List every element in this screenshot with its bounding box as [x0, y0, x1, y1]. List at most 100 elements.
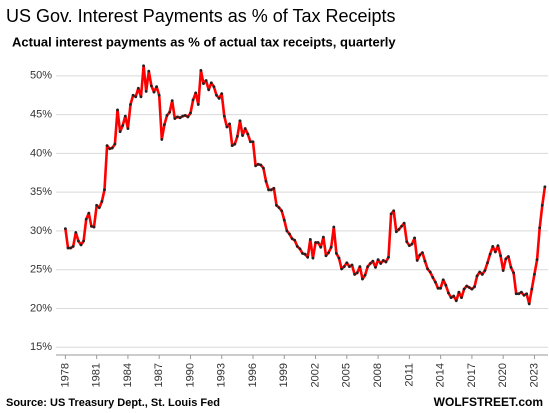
data-point [220, 92, 224, 96]
data-point [358, 265, 362, 268]
data-point [116, 108, 119, 112]
data-point [525, 292, 529, 296]
data-point [441, 278, 445, 282]
data-point [129, 103, 132, 106]
data-point [462, 287, 466, 291]
data-point [467, 286, 471, 289]
data-point [152, 90, 156, 94]
data-point [316, 241, 320, 244]
data-point [311, 256, 315, 260]
data-point [69, 246, 72, 250]
data-point [394, 230, 398, 234]
data-point [123, 114, 127, 118]
data-point [501, 269, 505, 272]
data-point [538, 226, 542, 230]
data-point [241, 134, 244, 137]
data-point [74, 231, 78, 234]
data-point [376, 258, 380, 262]
data-point [225, 125, 229, 129]
data-point [303, 252, 307, 256]
data-point [95, 203, 99, 207]
data-point [327, 251, 330, 255]
data-point [269, 188, 273, 192]
data-point [457, 290, 461, 294]
data-point [348, 265, 351, 268]
data-point [452, 294, 456, 298]
data-point [136, 86, 140, 90]
data-point [139, 95, 143, 99]
data-point [345, 261, 349, 265]
x-tick-label: 2017 [466, 363, 478, 387]
data-point [420, 251, 424, 255]
data-point [384, 260, 388, 264]
data-point [108, 147, 112, 151]
data-point [314, 241, 317, 244]
data-point [431, 276, 435, 279]
data-point [209, 81, 213, 85]
data-point [478, 270, 482, 274]
data-point [147, 69, 151, 73]
data-point [332, 225, 336, 229]
x-tick-label: 2020 [497, 363, 509, 387]
data-point [418, 253, 422, 257]
data-point [163, 123, 166, 127]
data-point [363, 273, 367, 277]
data-point [400, 224, 403, 228]
x-tick-label: 1999 [278, 363, 290, 387]
data-point [92, 225, 96, 229]
y-tick-label: 30% [30, 225, 52, 237]
data-point [230, 144, 234, 148]
data-point [254, 164, 258, 168]
data-point [527, 302, 531, 306]
data-point [288, 232, 291, 236]
data-point [530, 287, 534, 291]
x-tick-label: 1981 [91, 363, 103, 387]
data-point [475, 274, 479, 278]
data-point [256, 162, 260, 166]
data-point [319, 245, 323, 249]
data-point [168, 110, 172, 114]
data-point [134, 95, 138, 99]
data-point [262, 166, 265, 170]
data-point [105, 144, 109, 148]
data-point [264, 179, 268, 183]
data-point [340, 267, 344, 271]
data-point [100, 200, 104, 203]
data-point [90, 224, 93, 228]
data-point [337, 256, 341, 260]
data-point [415, 258, 419, 262]
data-point [480, 272, 484, 276]
data-point [259, 163, 263, 167]
data-point [293, 238, 297, 242]
data-point [454, 299, 458, 303]
data-point [77, 239, 80, 243]
data-point [103, 188, 106, 192]
data-point [444, 283, 448, 287]
data-point [280, 209, 284, 213]
data-point [491, 245, 495, 248]
x-tick-label: 2011 [403, 363, 415, 387]
data-point [228, 122, 231, 126]
data-point [79, 243, 83, 247]
x-tick-label: 2002 [309, 363, 321, 387]
data-point [350, 263, 354, 267]
y-tick-label: 50% [30, 70, 52, 82]
data-point [249, 140, 252, 144]
data-point [499, 254, 502, 258]
data-point [212, 85, 216, 89]
data-point [194, 91, 198, 95]
data-point [517, 292, 521, 296]
data-point [473, 285, 476, 289]
data-point [142, 64, 145, 68]
data-point [470, 287, 474, 291]
data-point [144, 89, 148, 93]
y-tick-label: 25% [30, 264, 52, 276]
x-tick-label: 1993 [216, 363, 228, 387]
data-point [149, 84, 153, 88]
x-tick-label: 1990 [184, 363, 196, 387]
data-point [392, 209, 396, 213]
x-tick-label: 2014 [435, 363, 447, 387]
data-point [277, 206, 281, 210]
data-point [353, 272, 357, 276]
